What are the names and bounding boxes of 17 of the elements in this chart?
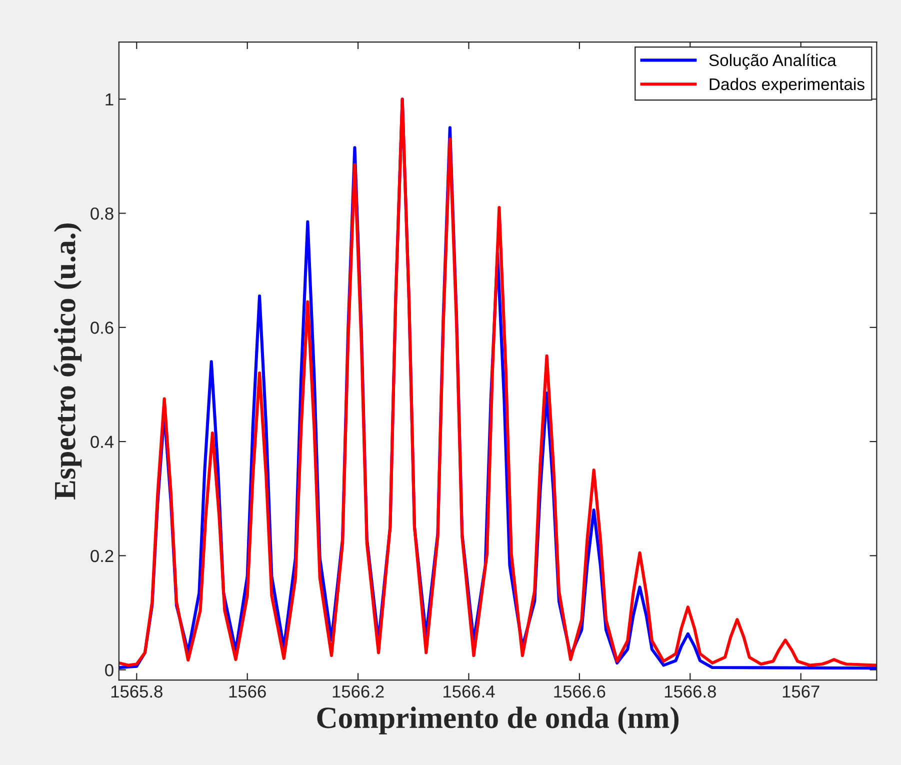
x-tick-label: 1566.6 [554,685,606,698]
x-tick-label: 1566.2 [332,685,384,698]
x-tick-label: 1566 [229,685,266,698]
y-axis-title: Espectro óptico (u.a.) [54,224,82,500]
x-tick-label: 1566.4 [444,685,495,698]
y-tick-label: 0.2 [90,550,114,562]
legend-label: Solução Analítica [709,54,836,70]
x-tick-label: 1567 [782,685,820,698]
legend-label: Dados experimentais [710,78,864,94]
y-tick-label: 0.8 [90,207,114,220]
y-tick-label: 0 [105,664,114,676]
x-axis-title: Comprimento de onda (nm) [317,706,679,734]
x-tick-label: 1566.8 [664,685,716,698]
y-tick-label: 1 [106,93,114,106]
x-tick-label: 1565.8 [111,685,162,698]
y-tick-label: 0.4 [90,436,114,448]
y-tick-label: 0.6 [90,322,114,334]
